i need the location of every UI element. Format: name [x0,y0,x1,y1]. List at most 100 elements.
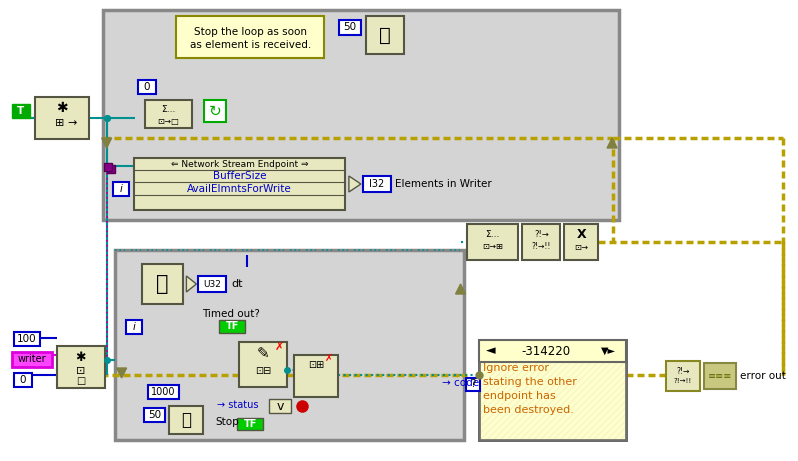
Bar [137,80,156,94]
Polygon shape [101,138,112,148]
Text: Σ...: Σ... [485,230,500,238]
Text: endpoint has: endpoint has [484,391,556,401]
Text: ✱: ✱ [76,350,86,364]
Bar [104,163,112,171]
Text: →: → [68,118,77,128]
Bar [564,224,598,260]
Text: Timed out?: Timed out? [203,309,260,319]
Text: -314220: -314220 [522,344,571,357]
Bar [115,250,464,440]
Bar [269,399,291,413]
Bar [666,361,700,391]
Bar [144,408,165,422]
Bar [35,97,89,139]
Bar [133,158,345,210]
Bar [363,176,391,192]
Bar [479,340,626,440]
Text: been destroyed.: been destroyed. [484,405,575,415]
Text: ⏱: ⏱ [379,25,391,45]
Bar [239,342,287,387]
Bar [294,355,338,397]
Text: ⇐ Network Stream Endpoint ⇒: ⇐ Network Stream Endpoint ⇒ [171,160,308,169]
Text: TF: TF [226,321,239,331]
Text: ⊡: ⊡ [76,366,85,376]
Text: dt: dt [231,279,243,289]
Text: BufferSize: BufferSize [212,171,266,181]
Text: □: □ [76,376,85,386]
Text: stating the other: stating the other [484,377,578,387]
Bar [169,406,203,434]
Text: ⊡⊞: ⊡⊞ [308,360,324,370]
Bar [12,352,52,367]
Text: error out: error out [740,371,785,381]
Bar [148,385,180,399]
Bar [14,373,32,387]
Text: ?: ? [470,379,476,389]
Text: X: X [576,227,586,241]
Text: ⊡→⊞: ⊡→⊞ [482,242,503,250]
Text: ✎: ✎ [257,347,270,361]
Text: ⏱: ⏱ [156,274,168,294]
Text: Σ...: Σ... [161,105,176,113]
Bar [144,100,192,128]
Bar [204,100,227,122]
Text: ?!→!!: ?!→!! [674,378,692,384]
Text: 50: 50 [148,410,161,420]
Text: → code: → code [441,378,479,388]
Text: U32: U32 [203,279,221,289]
Text: ?!→!!: ?!→!! [531,242,551,250]
Text: AvailElmntsForWrite: AvailElmntsForWrite [187,184,291,194]
Polygon shape [187,276,196,292]
Bar [467,224,519,260]
Text: ⏱: ⏱ [181,411,192,429]
Text: ⊡→□: ⊡→□ [157,117,180,125]
Text: Elements in Writer: Elements in Writer [395,179,492,189]
Text: Stop: Stop [215,417,239,427]
Bar [107,165,115,173]
Bar [219,320,245,333]
Text: → status: → status [217,400,259,410]
Bar [176,16,324,58]
Bar [237,418,263,430]
Polygon shape [117,368,127,378]
Bar [141,264,184,304]
Text: ⊡⊟: ⊡⊟ [255,366,271,376]
Text: 0: 0 [144,82,150,92]
Bar [365,16,404,54]
Text: I32: I32 [369,179,385,189]
Text: ≡≡≡: ≡≡≡ [708,371,732,381]
Text: i: i [119,184,122,194]
Text: ✗: ✗ [275,342,284,352]
Text: 0: 0 [20,375,26,385]
Text: 50: 50 [343,22,357,32]
Polygon shape [607,138,617,148]
Bar [465,378,480,391]
Polygon shape [456,284,465,294]
Text: as element is received.: as element is received. [190,40,311,50]
Text: i: i [132,322,135,332]
Text: writer: writer [18,354,46,364]
Bar [339,20,361,35]
Text: ◄: ◄ [485,344,495,357]
Bar [704,363,736,389]
Text: 1000: 1000 [152,387,176,397]
Text: T: T [18,106,25,116]
Bar [57,346,105,388]
Bar [479,340,626,440]
Bar [103,10,619,220]
Bar [479,340,626,362]
Bar [479,340,626,440]
Bar [12,104,30,118]
Bar [14,332,40,346]
Text: ⊞: ⊞ [55,118,64,128]
Text: ✱: ✱ [56,101,68,115]
Bar [199,276,227,292]
Text: ✗: ✗ [325,353,333,363]
Bar [113,182,128,196]
Text: TF: TF [243,419,257,429]
Polygon shape [349,176,361,192]
Text: Stop the loop as soon: Stop the loop as soon [194,27,306,37]
Text: ?!→: ?!→ [534,230,549,238]
Text: 100: 100 [17,334,37,344]
Text: ⊡→: ⊡→ [575,242,588,252]
